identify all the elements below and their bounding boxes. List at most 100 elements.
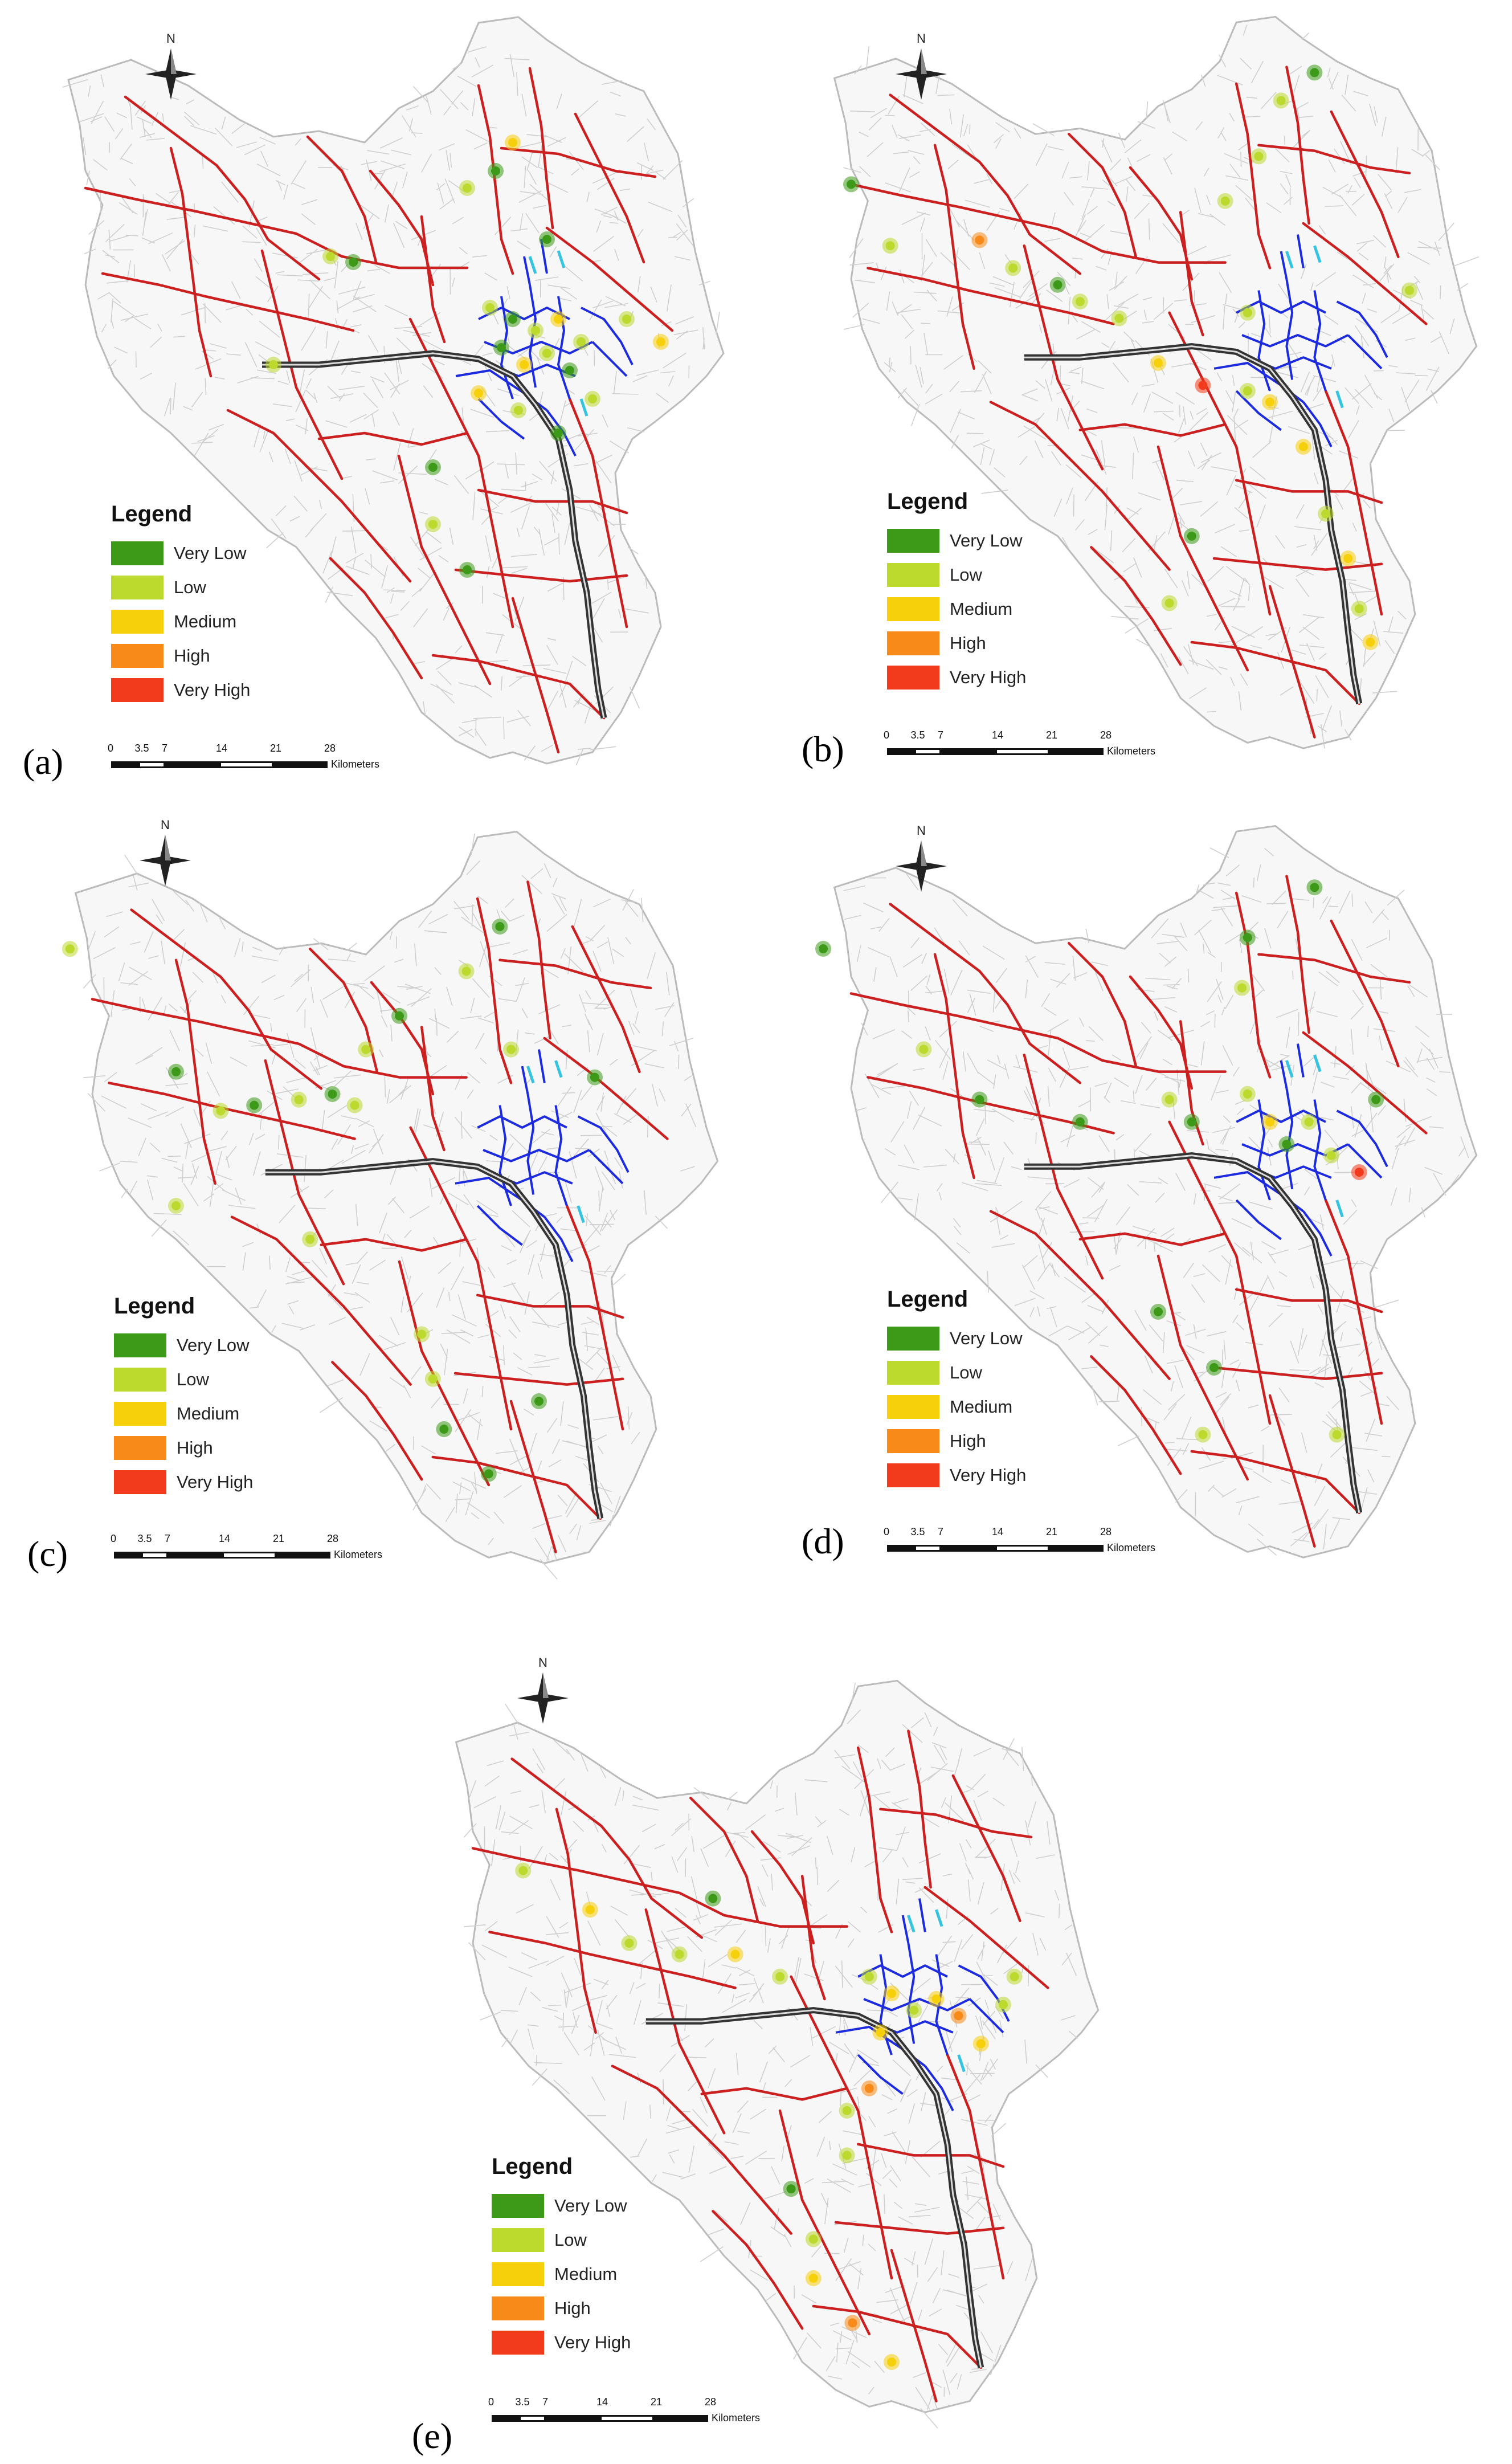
- arterial-road: [989, 1210, 1171, 1380]
- motorway-centerline: [645, 2009, 982, 2368]
- hotspot: [349, 258, 358, 267]
- hotspots: [515, 1862, 1023, 2370]
- north-arrow-icon: N: [517, 1655, 569, 1724]
- legend-item: Low: [114, 1362, 253, 1397]
- legend-item: Medium: [114, 1397, 253, 1431]
- map-canvas: N: [62, 16, 725, 766]
- arterial-road: [790, 1975, 893, 2280]
- hotspot: [461, 966, 471, 976]
- hotspot: [428, 520, 438, 529]
- arterial-road: [750, 1830, 815, 1945]
- urban-road: [918, 1898, 926, 1932]
- legend-item: Very Low: [114, 1328, 253, 1362]
- legend: Legend Very Low Low Medium High Very High: [887, 489, 1026, 695]
- legend-label: Medium: [554, 2264, 618, 2284]
- arterial-road: [1235, 82, 1272, 270]
- hotspot: [554, 315, 563, 324]
- urban-road: [1235, 390, 1282, 431]
- legend-item: High: [492, 2291, 631, 2326]
- arterial-road: [477, 84, 514, 275]
- hotspot: [909, 2005, 919, 2015]
- legend-label: High: [554, 2298, 591, 2318]
- north-label: N: [166, 31, 175, 46]
- urban-road: [591, 341, 628, 377]
- hotspots: [843, 64, 1417, 650]
- arterial-road: [420, 215, 446, 344]
- hotspot: [1198, 381, 1208, 390]
- arterial-road: [1268, 585, 1316, 739]
- north-label: N: [917, 31, 926, 46]
- scale-tick-label: 21: [1046, 729, 1058, 741]
- legend-label: High: [177, 1438, 213, 1458]
- arterial-road: [511, 597, 560, 754]
- ramp: [907, 1915, 916, 1933]
- arterial-road: [169, 146, 213, 378]
- scale-tick-label: 28: [705, 2396, 717, 2408]
- arterial-roads: [84, 67, 674, 754]
- arterial-road: [320, 1238, 468, 1252]
- legend-item: High: [114, 1431, 253, 1465]
- hotspot: [1075, 297, 1085, 307]
- scale-segment: [914, 748, 941, 755]
- legend-title: Legend: [111, 501, 193, 527]
- hotspot: [999, 2000, 1008, 2009]
- hotspot: [1243, 308, 1252, 317]
- arterial-road: [420, 1026, 446, 1152]
- arterial-road: [889, 903, 1082, 1084]
- hotspot: [1371, 1095, 1381, 1104]
- scale-segment: [111, 761, 138, 768]
- scale-unit: Kilometers: [712, 2412, 761, 2424]
- hotspot: [474, 389, 483, 398]
- hotspot: [439, 1425, 449, 1434]
- legend-swatch: [887, 529, 939, 553]
- hotspot: [775, 1972, 784, 1981]
- arterial-road: [1190, 1450, 1361, 1515]
- scale-tick-label: 21: [270, 743, 282, 754]
- scale-segment: [1049, 1544, 1104, 1552]
- legend-item: Very High: [887, 660, 1026, 695]
- arterial-road: [1090, 546, 1182, 666]
- arterial-road: [130, 908, 323, 1090]
- scale-segment: [222, 1551, 276, 1559]
- region-outline: [833, 15, 1478, 749]
- legend-item: Very Low: [887, 524, 1026, 558]
- urban-road: [577, 1115, 630, 1173]
- legend-swatch: [111, 541, 164, 565]
- hotspots: [265, 134, 669, 578]
- arterial-road: [431, 1455, 602, 1520]
- hotspot: [842, 2151, 852, 2160]
- scale-bar: 0 3.5 7 14 21 28 Kilometers: [108, 743, 379, 770]
- scale-unit: Kilometers: [334, 1549, 383, 1560]
- hotspot: [1008, 263, 1018, 273]
- legend-swatch: [887, 1327, 939, 1351]
- scale-segment: [995, 1544, 1049, 1552]
- arterial-road: [907, 1729, 932, 1889]
- arterial-road: [571, 925, 641, 1074]
- scale-tick-label: 7: [938, 1526, 944, 1537]
- hotspots: [815, 879, 1384, 1443]
- arterial-road: [879, 1808, 1033, 1839]
- arterial-road: [477, 488, 628, 515]
- hotspot: [1265, 397, 1274, 407]
- hotspot: [361, 1045, 371, 1054]
- arterial-road: [1168, 311, 1272, 616]
- scale-tick-label: 21: [651, 2396, 663, 2408]
- legend-label: Very High: [177, 1472, 254, 1492]
- legend-swatch: [114, 1470, 166, 1494]
- arterial-road: [565, 1204, 624, 1431]
- legend-item: Medium: [492, 2257, 631, 2291]
- hotspot: [491, 166, 500, 176]
- hotspot: [1276, 96, 1286, 105]
- arterial-road: [1302, 222, 1428, 325]
- region-outline: [67, 16, 725, 765]
- arterial-road: [933, 953, 975, 1180]
- legend-swatch: [111, 576, 164, 599]
- map-panel-d: N Legend Very Low Low Medium High Very High 0…: [756, 798, 1512, 1596]
- scale-segment: [1049, 748, 1104, 755]
- scale-unit: Kilometers: [1107, 745, 1156, 757]
- hotspot: [1243, 1089, 1252, 1099]
- region-outline: [74, 830, 719, 1564]
- urban-road: [543, 1216, 574, 1262]
- scale-segment: [492, 2414, 519, 2422]
- urban-road: [1236, 300, 1326, 314]
